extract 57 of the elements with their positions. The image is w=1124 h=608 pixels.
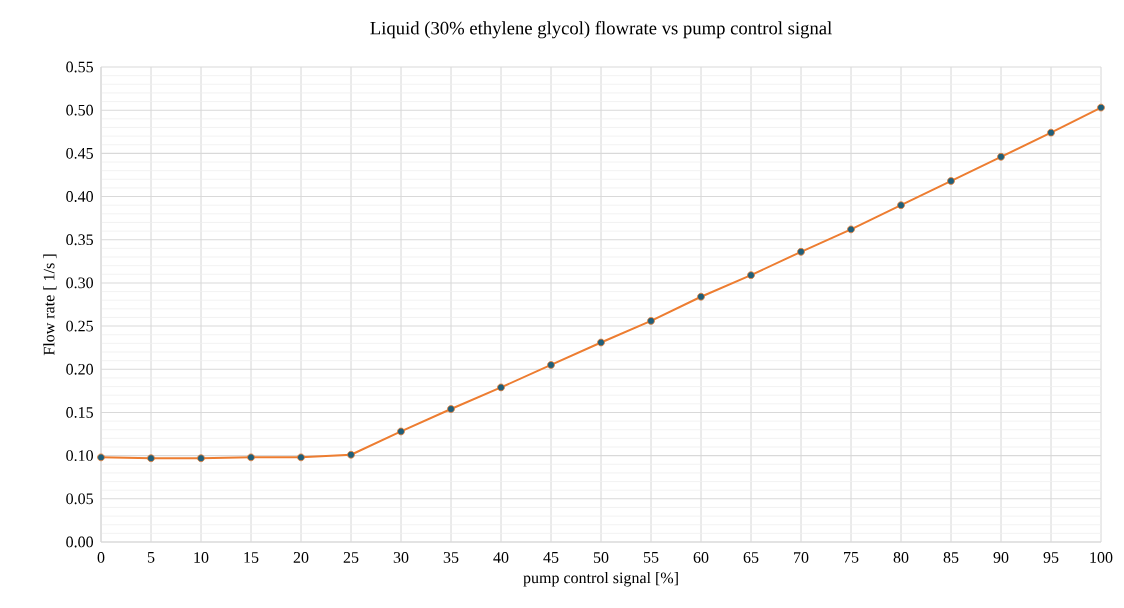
point xyxy=(697,292,705,301)
point xyxy=(147,454,155,463)
y-tick-label: 0.00 xyxy=(66,536,94,548)
x-tick-label: 45 xyxy=(543,552,559,563)
x-tick-label: 100 xyxy=(1090,552,1113,563)
y-tick-label: 0.30 xyxy=(66,277,94,289)
y-tick-label: 0.20 xyxy=(66,363,94,375)
x-tick-label: 75 xyxy=(844,552,859,563)
x-tick-label: 70 xyxy=(794,552,809,563)
y-axis-title: Flow rate [ 1/s ] xyxy=(43,254,57,356)
x-tick-label: 20 xyxy=(293,552,309,563)
x-tick-label: 90 xyxy=(993,552,1009,563)
point xyxy=(1097,103,1105,112)
point xyxy=(947,177,955,185)
point xyxy=(247,453,255,462)
point xyxy=(1047,128,1055,137)
point xyxy=(197,454,205,463)
point xyxy=(547,361,555,369)
y-tick-label: 0.25 xyxy=(66,320,94,332)
x-tick-label: 95 xyxy=(1043,552,1059,563)
x-tick-label: 65 xyxy=(743,552,759,563)
x-tick-label: 85 xyxy=(943,552,959,563)
y-tick-label: 0.45 xyxy=(66,147,94,159)
point xyxy=(647,317,655,325)
x-tick-label: 10 xyxy=(194,552,209,563)
x-tick-label: 60 xyxy=(693,552,709,563)
point xyxy=(747,271,755,280)
point xyxy=(497,383,505,392)
x-tick-label: 15 xyxy=(244,552,259,563)
x-tick-label: 40 xyxy=(493,552,509,563)
y-tick-label: 0.05 xyxy=(66,493,94,505)
x-tick-label: 25 xyxy=(343,552,359,563)
y-tick-label: 0.55 xyxy=(66,61,94,73)
x-tick-label: 55 xyxy=(643,552,659,563)
y-tick-label: 0.15 xyxy=(66,407,94,418)
x-tick-label: 0 xyxy=(97,552,105,563)
point xyxy=(347,450,355,459)
point xyxy=(997,152,1005,161)
x-tick-label: 50 xyxy=(593,552,609,563)
point xyxy=(97,453,105,462)
x-tick-label: 80 xyxy=(893,552,909,563)
point xyxy=(297,453,305,462)
x-tick-label: 5 xyxy=(147,552,155,563)
point xyxy=(797,247,805,256)
y-tick-label: 0.50 xyxy=(66,104,94,116)
point xyxy=(897,201,905,210)
x-axis-title: pump control signal [%] xyxy=(523,571,678,587)
y-tick-label: 0.35 xyxy=(66,234,94,246)
y-tick-label: 0.10 xyxy=(66,450,94,462)
y-tick-label: 0.40 xyxy=(66,191,94,202)
x-tick-label: 30 xyxy=(393,552,409,563)
point xyxy=(397,427,405,436)
x-tick-label: 35 xyxy=(443,552,459,563)
chart-title: Liquid (30% ethylene glycol) flowrate vs pump control signal xyxy=(370,21,832,39)
point xyxy=(447,405,455,413)
point xyxy=(597,338,605,347)
point xyxy=(847,225,855,234)
